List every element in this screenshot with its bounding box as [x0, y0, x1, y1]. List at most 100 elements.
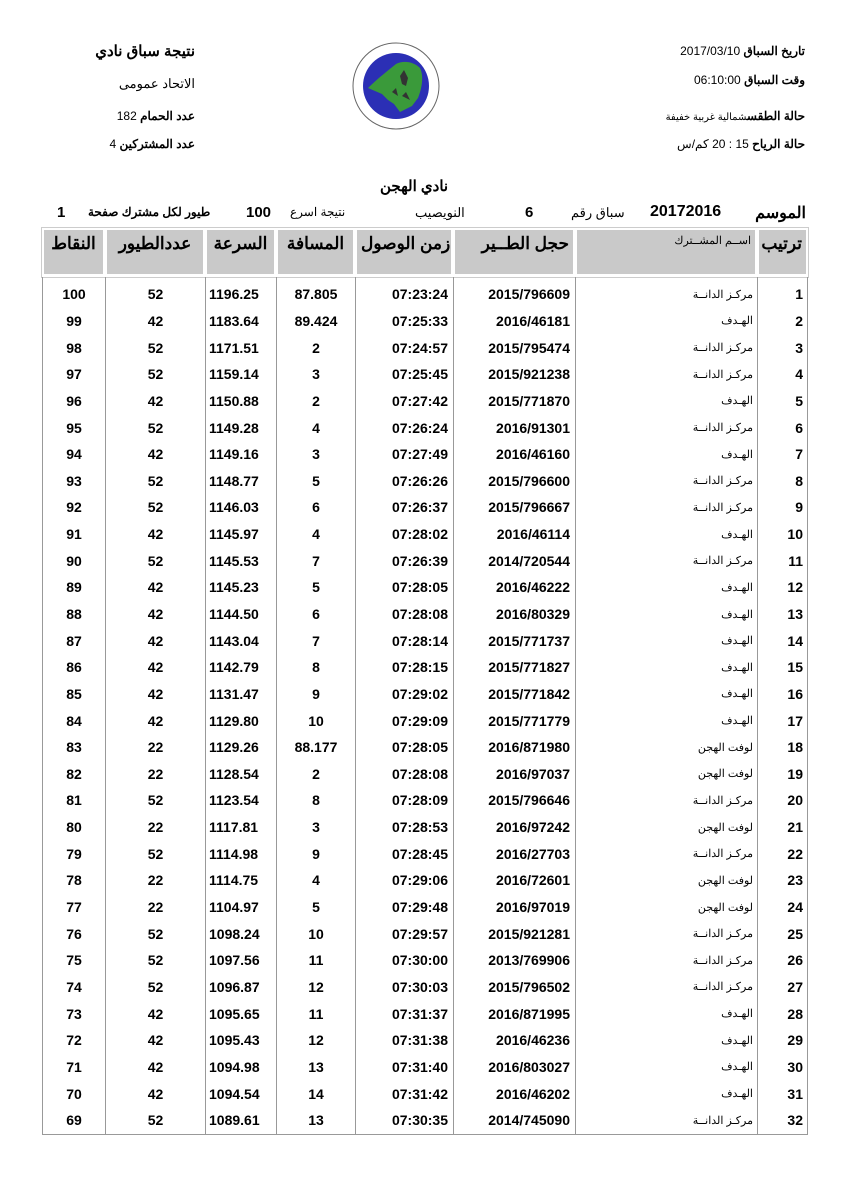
cell-rank: 19	[757, 760, 808, 788]
table-row: 14 الهـدف 2015/771737 07:28:14 7 1143.04 42 87	[42, 627, 808, 654]
cell-participant-name: الهـدف	[575, 1080, 757, 1107]
cell-speed: 1196.25	[205, 277, 276, 308]
cell-arrival-time: 07:26:39	[355, 547, 453, 575]
column-header-participant-name: اســم المشــترك	[575, 228, 757, 277]
cell-distance: 12	[276, 973, 355, 1001]
cell-speed: 1104.97	[205, 893, 276, 921]
cell-arrival-time: 07:26:26	[355, 467, 453, 495]
cell-ring-number: 2015/796609	[453, 277, 575, 308]
cell-bird-count: 42	[105, 574, 205, 601]
cell-points: 92	[42, 494, 105, 521]
cell-ring-number: 2015/771737	[453, 627, 575, 654]
race-number-label: سباق رقم	[571, 205, 625, 220]
cell-rank: 11	[757, 547, 808, 575]
cell-bird-count: 22	[105, 733, 205, 761]
cell-distance: 8	[276, 787, 355, 814]
weather: حالة الطقسشمالية غربية خفيفة	[666, 109, 805, 123]
results-table: ترتيب اســم المشــترك حجل الطــير زمن الوصو…	[42, 228, 808, 1135]
cell-rank: 17	[757, 707, 808, 734]
column-header-bird-count: عددالطيور	[105, 228, 205, 277]
cell-rank: 20	[757, 787, 808, 814]
column-header-speed: السرعة	[205, 228, 276, 277]
cell-ring-number: 2016/91301	[453, 414, 575, 441]
cell-points: 89	[42, 574, 105, 601]
table-row: 20 مركـز الدانــة 2015/796646 07:28:09 8 1123…	[42, 787, 808, 814]
cell-distance: 8	[276, 653, 355, 681]
table-row: 29 الهـدف 2016/46236 07:31:38 12 1095.43 42 72	[42, 1026, 808, 1054]
cell-bird-count: 22	[105, 867, 205, 894]
cell-bird-count: 42	[105, 1026, 205, 1054]
season-label: الموسم	[755, 205, 806, 222]
cell-speed: 1131.47	[205, 680, 276, 708]
cell-speed: 1148.77	[205, 467, 276, 495]
cell-participant-name: الهـدف	[575, 387, 757, 415]
federation-logo	[352, 42, 440, 130]
cell-rank: 27	[757, 973, 808, 1001]
cell-speed: 1143.04	[205, 627, 276, 654]
cell-bird-count: 52	[105, 414, 205, 441]
cell-distance: 6	[276, 600, 355, 628]
cell-ring-number: 2016/27703	[453, 840, 575, 868]
cell-distance: 5	[276, 574, 355, 601]
column-header-points: النقاط	[42, 228, 105, 277]
cell-ring-number: 2016/72601	[453, 867, 575, 894]
column-header-ring-number: حجل الطــير	[453, 228, 575, 277]
table-row: 1 مركـز الدانــة 2015/796609 07:23:24 87.805…	[42, 277, 808, 308]
table-row: 8 مركـز الدانــة 2015/796600 07:26:26 5 1148.…	[42, 467, 808, 495]
cell-arrival-time: 07:29:57	[355, 920, 453, 948]
cell-rank: 16	[757, 680, 808, 708]
cell-ring-number: 2016/80329	[453, 600, 575, 628]
cell-bird-count: 52	[105, 787, 205, 814]
cell-rank: 30	[757, 1053, 808, 1081]
table-row: 2 الهـدف 2016/46181 07:25:33 89.424 1183.64 42…	[42, 307, 808, 335]
cell-points: 79	[42, 840, 105, 868]
race-date-label: تاريخ السباق	[743, 44, 806, 58]
cell-rank: 12	[757, 574, 808, 601]
table-row: 21 لوفت الهجن 2016/97242 07:28:53 3 1117.81 22…	[42, 813, 808, 841]
cell-ring-number: 2015/771842	[453, 680, 575, 708]
cell-participant-name: لوفت الهجن	[575, 893, 757, 921]
cell-arrival-time: 07:25:45	[355, 360, 453, 388]
cell-participant-name: مركـز الدانــة	[575, 1106, 757, 1135]
cell-distance: 12	[276, 1026, 355, 1054]
cell-participant-name: الهـدف	[575, 307, 757, 335]
cell-rank: 23	[757, 867, 808, 894]
cell-participant-name: مركـز الدانــة	[575, 334, 757, 361]
cell-arrival-time: 07:29:09	[355, 707, 453, 734]
cell-points: 76	[42, 920, 105, 948]
cell-arrival-time: 07:31:37	[355, 1000, 453, 1027]
cell-points: 70	[42, 1080, 105, 1107]
wind-value: 15 : 20 كم/س	[677, 137, 749, 151]
pigeon-count: عدد الحمام 182	[117, 109, 195, 123]
cell-arrival-time: 07:23:24	[355, 277, 453, 308]
cell-distance: 88.177	[276, 733, 355, 761]
cell-distance: 10	[276, 707, 355, 734]
table-row: 9 مركـز الدانــة 2015/796667 07:26:37 6 1146.…	[42, 494, 808, 521]
race-time-label: وقت السباق	[744, 73, 805, 87]
cell-distance: 9	[276, 680, 355, 708]
cell-speed: 1094.54	[205, 1080, 276, 1107]
cell-participant-name: الهـدف	[575, 1000, 757, 1027]
cell-ring-number: 2015/796600	[453, 467, 575, 495]
cell-arrival-time: 07:26:24	[355, 414, 453, 441]
cell-speed: 1142.79	[205, 653, 276, 681]
cell-speed: 1096.87	[205, 973, 276, 1001]
cell-distance: 4	[276, 414, 355, 441]
cell-bird-count: 52	[105, 277, 205, 308]
cell-bird-count: 42	[105, 387, 205, 415]
cell-rank: 9	[757, 494, 808, 521]
cell-distance: 14	[276, 1080, 355, 1107]
cell-arrival-time: 07:28:53	[355, 813, 453, 841]
cell-points: 81	[42, 787, 105, 814]
fastest-label: نتيجة اسرع	[290, 205, 346, 219]
cell-points: 80	[42, 813, 105, 841]
cell-arrival-time: 07:29:48	[355, 893, 453, 921]
cell-participant-name: لوفت الهجن	[575, 760, 757, 788]
cell-participant-name: مركـز الدانــة	[575, 840, 757, 868]
cell-points: 94	[42, 440, 105, 468]
table-row: 11 مركـز الدانــة 2014/720544 07:26:39 7 1145…	[42, 547, 808, 575]
cell-bird-count: 52	[105, 920, 205, 948]
cell-distance: 5	[276, 467, 355, 495]
table-row: 23 لوفت الهجن 2016/72601 07:29:06 4 1114.75 22…	[42, 867, 808, 894]
table-row: 5 الهـدف 2015/771870 07:27:42 2 1150.88 42 96	[42, 387, 808, 415]
